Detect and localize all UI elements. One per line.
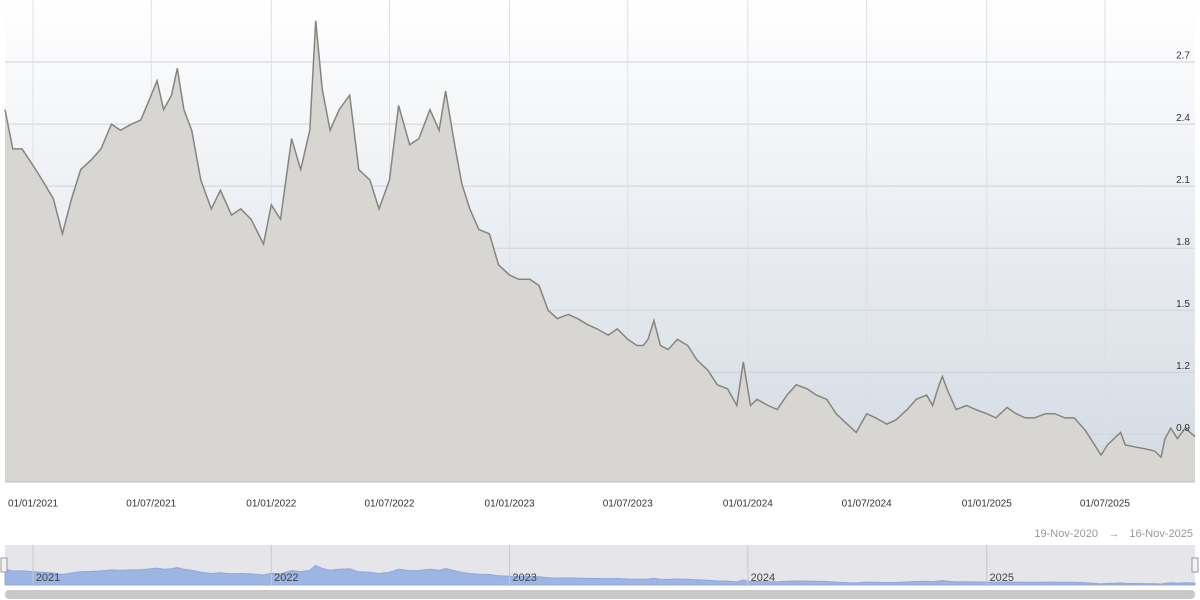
scrollbar[interactable] bbox=[5, 590, 1195, 599]
navigator-label: 2022 bbox=[274, 572, 298, 584]
range-end[interactable]: 16-Nov-2025 bbox=[1129, 528, 1193, 540]
y-tick-label: 1.8 bbox=[1176, 237, 1190, 248]
y-tick-label: 1.2 bbox=[1176, 361, 1190, 372]
x-tick-label: 01/01/2022 bbox=[246, 499, 296, 510]
x-tick-label: 01/07/2022 bbox=[364, 499, 414, 510]
y-tick-label: 0.9 bbox=[1176, 423, 1190, 434]
x-tick-label: 01/01/2021 bbox=[8, 499, 58, 510]
navigator-handle-left[interactable] bbox=[0, 557, 8, 573]
x-tick-label: 01/01/2025 bbox=[962, 499, 1012, 510]
x-tick-label: 01/01/2023 bbox=[485, 499, 535, 510]
range-arrow: → bbox=[1109, 528, 1120, 540]
y-tick-label: 2.4 bbox=[1176, 113, 1190, 124]
navigator-label: 2023 bbox=[512, 572, 536, 584]
y-tick-label: 1.5 bbox=[1176, 299, 1190, 310]
x-tick-label: 01/07/2024 bbox=[842, 499, 892, 510]
x-tick-label: 01/07/2021 bbox=[126, 499, 176, 510]
navigator-area bbox=[4, 564, 1196, 586]
x-tick-label: 01/07/2023 bbox=[603, 499, 653, 510]
price-line bbox=[4, 20, 1196, 459]
range-start[interactable]: 19-Nov-2020 bbox=[1034, 528, 1098, 540]
navigator-label: 2021 bbox=[36, 572, 60, 584]
x-tick-label: 01/01/2024 bbox=[723, 499, 773, 510]
navigator-label: 2025 bbox=[990, 572, 1014, 584]
y-tick-label: 2.1 bbox=[1176, 175, 1190, 186]
navigator-label: 2024 bbox=[751, 572, 775, 584]
area bbox=[5, 20, 1195, 482]
x-tick-label: 01/07/2025 bbox=[1080, 499, 1130, 510]
navigator-handle-right[interactable] bbox=[1191, 557, 1199, 573]
y-tick-label: 2.7 bbox=[1176, 51, 1190, 62]
